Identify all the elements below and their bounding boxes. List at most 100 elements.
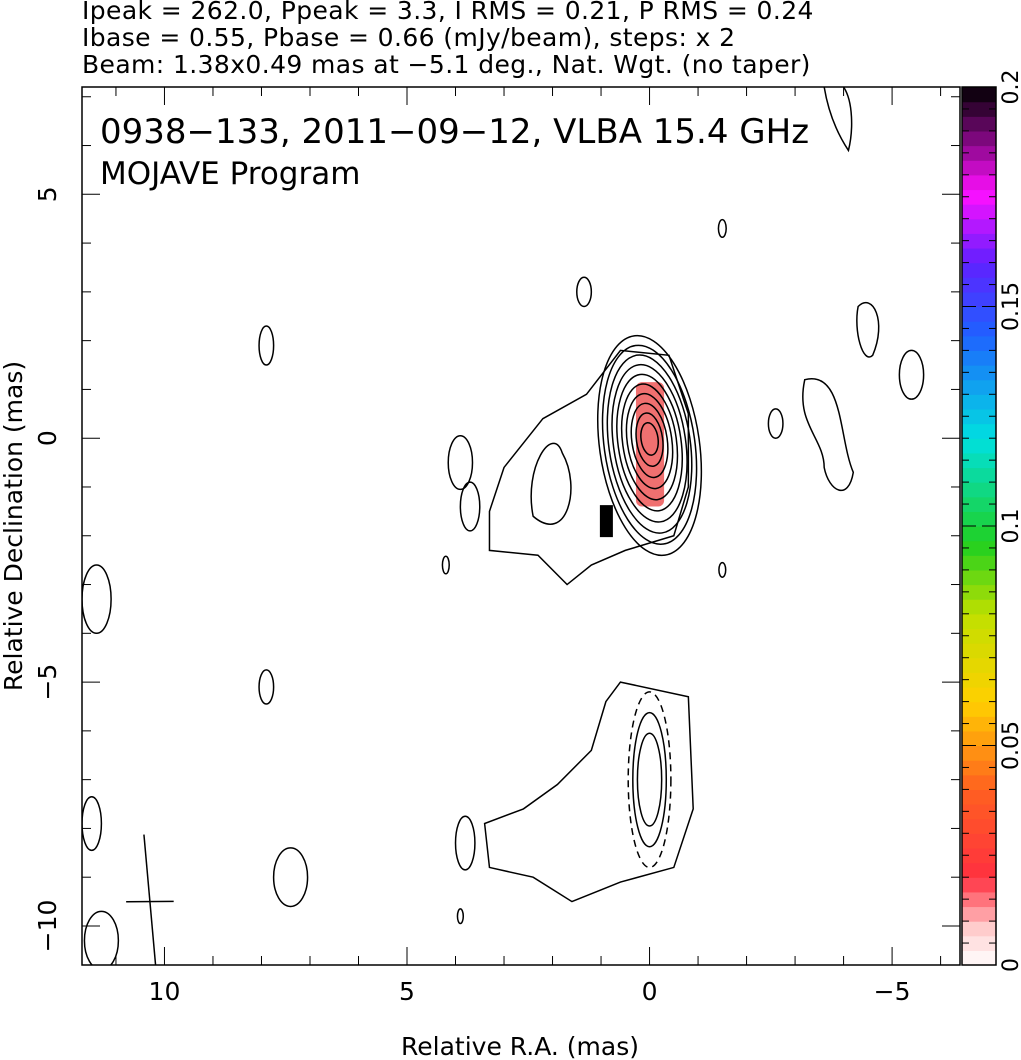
colorbar-band [962,496,996,512]
colorbar-tick-label: 0.2 [999,70,1021,105]
colorbar-band [962,686,996,703]
colorbar-band [962,130,996,147]
colorbar-band [962,452,996,469]
colorbar-band [962,701,996,717]
chart-subtitle: MOJAVE Program [100,156,360,192]
contour-south-envelope [483,681,694,903]
colorbar-band [962,730,996,747]
colorbar-band [962,716,996,732]
header-line-peak: Ipeak = 262.0, Ppeak = 3.3, I RMS = 0.21… [82,0,814,25]
colorbar-band [962,672,996,688]
x-tick-label: −5 [874,977,911,1006]
colorbar-tick-label: 0.1 [999,509,1021,544]
evpa-marker [599,505,613,538]
colorbar-band [962,657,996,673]
colorbar-band [962,145,996,161]
colorbar-tick-label: 0.05 [999,721,1021,770]
colorbar-band [962,774,996,790]
noise-contour [258,669,275,705]
colorbar-band [962,555,996,571]
core-contour [640,421,660,456]
noise-contour [83,910,120,965]
core-contour [601,344,698,545]
colorbar-band [962,613,996,630]
contour-layer [82,87,925,965]
colorbar-band [962,438,996,454]
noise-contour [856,301,880,358]
colorbar-band [962,321,996,337]
colorbar-band [962,526,996,542]
noise-contour [258,325,275,366]
colorbar-band [962,204,996,220]
colorbar-band [962,116,996,132]
colorbar-band [962,599,996,615]
colorbar-band [962,745,996,761]
colorbar-band [962,804,996,820]
colorbar-band [962,218,996,234]
colorbar-band [962,467,996,483]
colorbar-band [962,189,996,205]
x-axis: 10 5 0 −5 [115,87,942,1006]
core-contour [620,383,679,501]
noise-contour [82,564,112,635]
core-contour [625,392,674,490]
colorbar-band [962,291,996,308]
contour-envelope-inner [530,442,572,525]
colorbar-band [962,540,996,556]
colorbar-band [962,365,996,381]
header-line-base: Ibase = 0.55, Pbase = 0.66 (mJy/beam), s… [82,23,736,52]
colorbar-band [962,643,996,659]
colorbar-band [962,379,996,395]
noise-contour [823,87,853,153]
south-contour [632,711,668,848]
noise-contour [717,218,727,238]
y-axis-label: Relative Declination (mas) [0,361,28,691]
colorbar-band [962,262,996,278]
colorbar: 0 0.05 0.1 0.15 0.2 [961,70,1021,972]
y-tick-label: 5 [33,186,62,202]
y-axis: 5 0 −5 −10 [33,96,960,953]
colorbar-band [962,335,996,351]
colorbar-band [962,935,996,951]
core-contour [596,334,703,557]
colorbar-band [962,789,996,805]
noise-contour [82,795,103,852]
noise-contour [456,908,465,925]
contour-envelope [488,349,690,586]
y-tick-label: −5 [33,664,62,701]
y-tick-label: −10 [33,900,62,953]
x-tick-label: 5 [399,977,415,1006]
colorbar-band [962,350,996,366]
colorbar-band [962,628,996,644]
colorbar-band [962,233,996,249]
colorbar-band [962,877,996,893]
colorbar-band [962,482,996,498]
noise-contour [441,555,450,575]
core-contour [630,402,669,479]
colorbar-band [962,906,996,922]
colorbar-band [962,160,996,176]
x-tick-label: 0 [642,977,658,1006]
colorbar-tick-label: 0.15 [999,282,1021,331]
colorbar-band [962,950,996,966]
noise-contour [802,378,855,492]
colorbar-band [962,408,996,425]
plot-frame [81,86,961,966]
colorbar-band [962,101,996,117]
colorbar-band [962,87,996,103]
noise-contour [898,349,925,400]
noise-contour [447,435,474,491]
colorbar-band [962,306,996,322]
colorbar-band [962,818,996,834]
colorbar-band [962,277,996,293]
core-contour [611,363,688,523]
noise-contour [718,561,727,578]
polarization-region [635,382,665,507]
y-tick-label: 0 [33,430,62,446]
colorbar-band [962,760,996,776]
colorbar-band [962,833,996,849]
south-contour [627,691,672,869]
header-line-beam: Beam: 1.38x0.49 mas at −5.1 deg., Nat. W… [82,50,811,79]
colorbar-band [962,511,996,527]
